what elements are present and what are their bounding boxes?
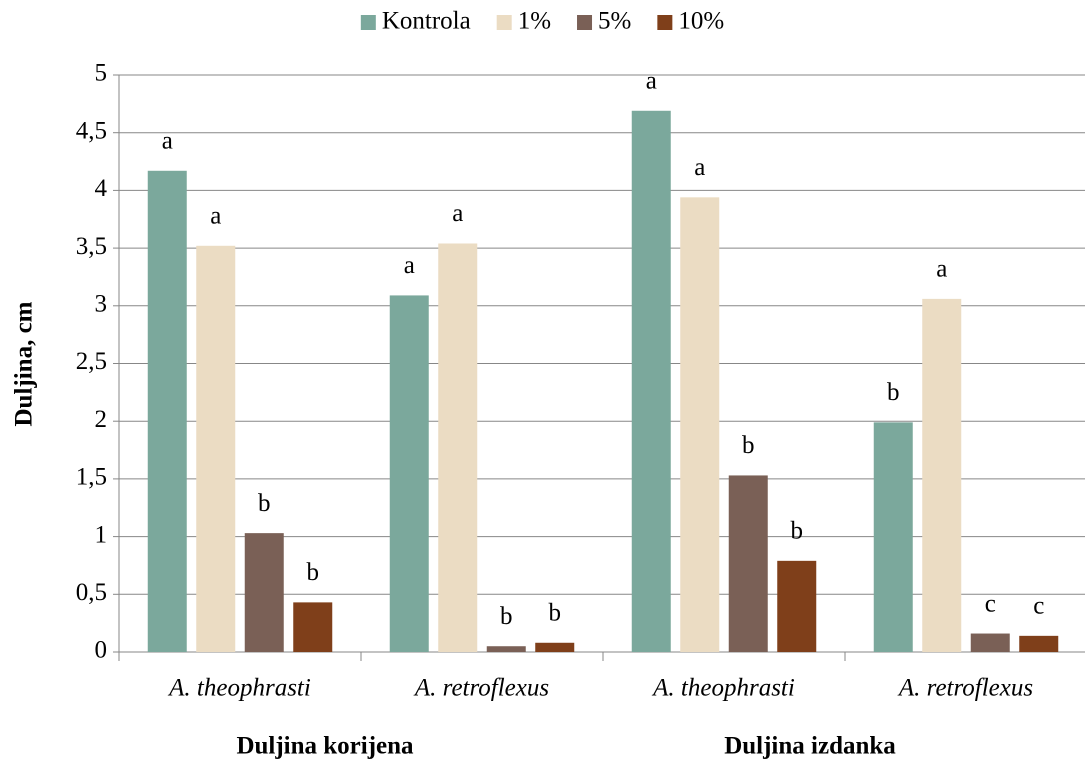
bar <box>970 633 1010 652</box>
significance-letter: a <box>404 252 415 279</box>
legend-label: Kontrola <box>382 8 471 35</box>
bar <box>535 642 575 652</box>
x-tick-label: A. theophrasti <box>167 675 311 702</box>
legend-label: 1% <box>518 8 551 35</box>
significance-letter: a <box>210 203 221 230</box>
bar <box>196 245 236 653</box>
bar <box>293 602 333 652</box>
group-label: Duljina korijena <box>236 733 414 760</box>
significance-letter: b <box>549 600 562 627</box>
significance-letter: b <box>500 603 513 630</box>
bar <box>728 475 768 652</box>
y-tick-label: 1,5 <box>76 464 107 491</box>
y-axis-title: Duljina, cm <box>11 301 38 426</box>
significance-letter: a <box>452 200 463 227</box>
bar <box>777 560 817 652</box>
bar <box>680 197 720 652</box>
y-tick-label: 0,5 <box>76 579 107 606</box>
bar <box>486 646 526 652</box>
legend-swatch <box>577 15 593 30</box>
bar <box>631 110 671 653</box>
bar <box>922 298 962 652</box>
significance-letter: c <box>985 590 996 617</box>
legend-label: 5% <box>598 8 631 35</box>
y-tick-label: 0 <box>95 637 108 664</box>
significance-letter: a <box>936 256 947 283</box>
bar <box>438 243 478 652</box>
group-label: Duljina izdanka <box>724 733 896 760</box>
significance-letter: b <box>307 559 320 586</box>
y-tick-label: 3,5 <box>76 233 107 260</box>
y-tick-label: 4,5 <box>76 117 107 144</box>
significance-letter: b <box>887 379 900 406</box>
legend-swatch <box>360 15 376 30</box>
bar <box>389 295 429 652</box>
significance-letter: a <box>162 128 173 155</box>
legend-swatch <box>496 15 512 30</box>
significance-letter: b <box>258 490 271 517</box>
bar <box>147 170 187 653</box>
y-tick-label: 3 <box>95 291 108 318</box>
y-tick-label: 2,5 <box>76 348 107 375</box>
significance-letter: b <box>791 518 804 545</box>
significance-letter: c <box>1033 593 1044 620</box>
x-tick-label: A. retroflexus <box>413 675 549 702</box>
y-tick-label: 4 <box>95 175 108 202</box>
bar <box>873 422 913 652</box>
y-tick-label: 2 <box>95 406 108 433</box>
legend-label: 10% <box>678 8 724 35</box>
y-tick-label: 1 <box>95 521 108 548</box>
x-tick-label: A. retroflexus <box>897 675 1033 702</box>
significance-letter: a <box>694 154 705 181</box>
bar <box>244 533 284 652</box>
legend-swatch <box>657 15 673 30</box>
x-tick-label: A. theophrasti <box>651 675 795 702</box>
y-tick-label: 5 <box>95 60 108 87</box>
bar <box>1019 635 1059 652</box>
significance-letter: b <box>742 432 755 459</box>
significance-letter: a <box>646 68 657 95</box>
